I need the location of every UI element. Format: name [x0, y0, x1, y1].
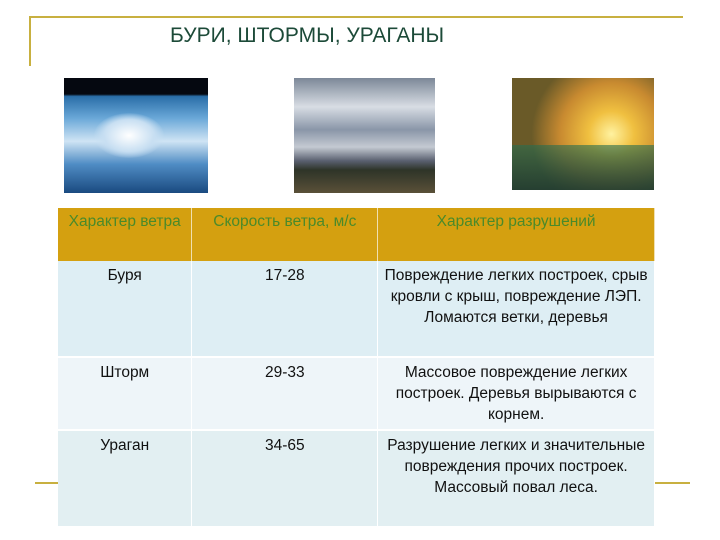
table-row: Буря 17-28 Повреждение легких построек, …: [58, 261, 655, 357]
cell-speed: 34-65: [191, 429, 379, 526]
stormy-sea-image: [512, 78, 654, 190]
title-top-rule: [30, 16, 683, 18]
cell-type: Ураган: [58, 429, 193, 526]
header-damage: Характер разрушений: [377, 208, 655, 261]
slide-title: БУРИ, ШТОРМЫ, УРАГАНЫ: [170, 24, 445, 47]
header-wind-speed: Скорость ветра, м/с: [191, 208, 379, 261]
cell-damage: Повреждение легких построек, срыв кровли…: [377, 261, 655, 357]
cell-speed: 17-28: [191, 261, 379, 357]
wind-table: Характер ветра Скорость ветра, м/с Харак…: [58, 208, 655, 526]
bottom-right-rule: [655, 482, 690, 484]
hurricane-image: [64, 78, 208, 193]
table-row: Ураган 34-65 Разрушение легких и значите…: [58, 429, 655, 526]
header-wind-type: Характер ветра: [58, 208, 193, 261]
cell-speed: 29-33: [191, 356, 379, 430]
table-row: Шторм 29-33 Массовое повреждение легких …: [58, 356, 655, 430]
bottom-left-rule: [35, 482, 58, 484]
storm-clouds-image: [294, 78, 435, 193]
table-header-row: Характер ветра Скорость ветра, м/с Харак…: [58, 208, 655, 261]
cell-type: Буря: [58, 261, 193, 357]
cell-damage: Массовое повреждение легких построек. Де…: [377, 356, 655, 430]
title-left-rule: [29, 16, 31, 66]
cell-damage: Разрушение легких и значительные поврежд…: [377, 429, 655, 526]
cell-type: Шторм: [58, 356, 193, 430]
